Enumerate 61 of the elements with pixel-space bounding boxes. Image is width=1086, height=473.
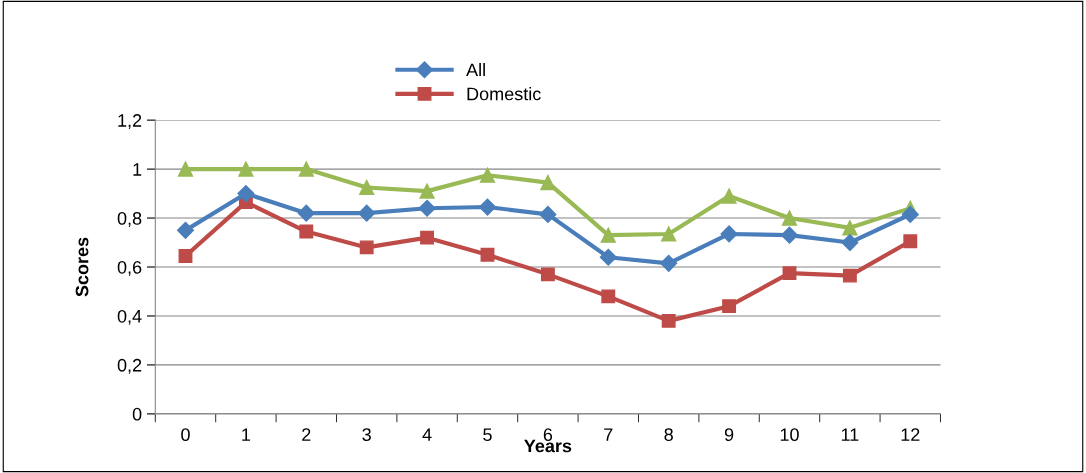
- point: [540, 174, 556, 191]
- x-tick-label: 1: [242, 428, 251, 441]
- point: [901, 205, 919, 223]
- x-tick-label: 11: [841, 428, 859, 441]
- x-tick-label: 0: [181, 428, 190, 442]
- x-tick-label: 6: [543, 428, 553, 442]
- legend-label: Domestic: [467, 87, 541, 101]
- x-tick-label: 2: [302, 428, 311, 441]
- y-tick-label: 0,6: [117, 260, 142, 276]
- point: [600, 227, 616, 243]
- point: [480, 247, 495, 262]
- point: [298, 161, 314, 177]
- point: [722, 299, 737, 314]
- y-tick-label: 1: [133, 163, 142, 176]
- x-tick-label: 12: [901, 428, 920, 441]
- point: [781, 210, 798, 226]
- x-axis-title: Years: [524, 439, 572, 453]
- point: [841, 233, 859, 252]
- point: [359, 179, 375, 196]
- point: [720, 225, 738, 243]
- point: [782, 266, 797, 281]
- point: [601, 289, 616, 304]
- legend-label: All: [466, 63, 485, 77]
- point: [842, 268, 857, 283]
- y-tick-label: 0: [132, 407, 142, 421]
- point: [177, 161, 194, 177]
- point: [178, 249, 193, 263]
- point: [539, 205, 557, 223]
- point: [297, 204, 315, 222]
- point: [540, 267, 555, 282]
- point: [358, 204, 376, 222]
- point: [420, 230, 435, 245]
- y-tick-label: 0,2: [117, 358, 142, 374]
- point: [237, 185, 255, 203]
- point: [661, 226, 677, 242]
- x-tick-label: 7: [604, 428, 613, 441]
- point: [478, 198, 497, 216]
- point: [660, 254, 678, 272]
- point: [359, 240, 374, 255]
- point: [780, 226, 799, 244]
- y-axis-title: Scores: [75, 237, 89, 297]
- x-tick-label: 10: [780, 428, 799, 442]
- x-tick-label: 3: [362, 428, 371, 442]
- point: [661, 313, 676, 328]
- x-tick-label: 5: [483, 428, 492, 442]
- point: [176, 221, 195, 239]
- x-tick-label: 4: [422, 428, 432, 441]
- y-tick-label: 0,8: [117, 211, 142, 227]
- x-tick-label: 9: [724, 428, 734, 442]
- y-tick-label: 1,2: [118, 114, 142, 129]
- point: [599, 248, 617, 266]
- x-tick-label: 8: [664, 428, 673, 442]
- point: [479, 167, 496, 183]
- point: [238, 161, 254, 177]
- point: [721, 188, 737, 204]
- point: [419, 183, 435, 199]
- point: [299, 224, 314, 239]
- point: [903, 234, 918, 249]
- point: [842, 220, 858, 236]
- y-tick-label: 0,4: [117, 309, 142, 325]
- point: [418, 199, 436, 217]
